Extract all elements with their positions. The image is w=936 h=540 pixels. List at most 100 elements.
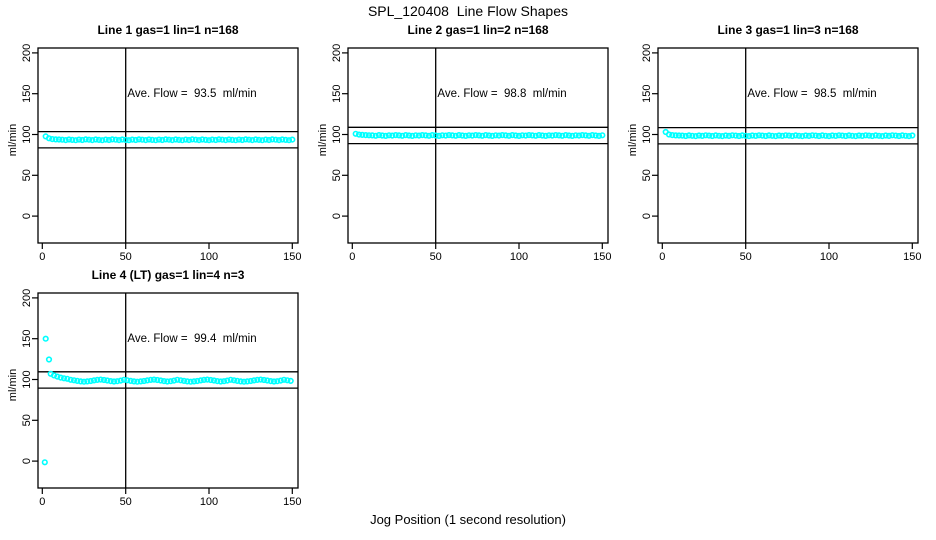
data-point xyxy=(822,132,829,139)
data-point xyxy=(842,132,849,140)
data-point xyxy=(252,136,259,143)
data-point xyxy=(154,376,161,384)
y-tick-label: 150 xyxy=(21,330,33,348)
data-point xyxy=(802,132,809,139)
data-point xyxy=(675,132,683,139)
data-point xyxy=(859,132,866,139)
data-point xyxy=(190,378,198,385)
y-tick-label: 0 xyxy=(21,458,33,464)
data-point xyxy=(104,377,111,384)
data-point xyxy=(715,132,723,139)
y-tick-label: 50 xyxy=(21,414,33,426)
y-tick-label: 100 xyxy=(331,125,343,143)
data-point xyxy=(725,132,733,139)
x-tick-label: 50 xyxy=(120,496,132,508)
data-point xyxy=(882,132,889,139)
data-point xyxy=(144,377,151,384)
data-point xyxy=(265,136,273,144)
data-point xyxy=(227,376,234,383)
data-point xyxy=(219,136,226,143)
data-point xyxy=(869,132,876,140)
data-point xyxy=(689,132,696,139)
data-point xyxy=(204,376,211,383)
data-point xyxy=(155,136,163,143)
data-point xyxy=(57,374,64,381)
data-point xyxy=(232,137,239,144)
data-point xyxy=(120,376,128,383)
data-point xyxy=(375,132,383,139)
data-point xyxy=(195,137,203,144)
data-point xyxy=(785,132,793,139)
data-point xyxy=(164,378,171,385)
data-point xyxy=(257,376,264,383)
data-point xyxy=(149,136,156,143)
data-point xyxy=(177,377,184,384)
y-tick-label: 50 xyxy=(21,169,33,181)
data-point xyxy=(282,136,289,143)
data-point xyxy=(289,136,296,143)
data-point xyxy=(260,376,268,384)
y-tick-label: 0 xyxy=(21,213,33,219)
data-point xyxy=(192,136,199,143)
data-point xyxy=(244,378,251,385)
data-point xyxy=(92,136,99,143)
data-point xyxy=(895,132,903,140)
data-point xyxy=(745,133,753,140)
y-tick-label: 200 xyxy=(641,44,653,62)
plot-box xyxy=(37,292,299,489)
data-point xyxy=(140,377,148,385)
data-point xyxy=(139,136,146,143)
panel-4-annotation: Ave. Flow = 99.4 ml/min xyxy=(127,333,257,345)
data-point xyxy=(455,132,463,139)
x-axis-label: Jog Position (1 second resolution) xyxy=(370,512,566,527)
data-point xyxy=(429,132,436,139)
data-point xyxy=(449,132,456,139)
data-point xyxy=(267,378,274,385)
data-point xyxy=(905,133,913,140)
data-point xyxy=(217,378,224,385)
x-tick-label: 150 xyxy=(283,251,301,263)
data-point xyxy=(702,132,709,139)
data-point xyxy=(114,378,121,385)
data-point xyxy=(284,377,291,384)
data-point xyxy=(285,137,293,144)
data-point xyxy=(70,377,78,384)
data-point xyxy=(545,132,553,139)
data-point xyxy=(99,137,106,144)
data-point xyxy=(222,137,229,144)
data-point xyxy=(592,132,599,139)
data-point xyxy=(485,132,493,139)
data-point xyxy=(765,132,773,139)
data-point xyxy=(365,132,373,139)
data-point xyxy=(782,132,789,139)
data-point xyxy=(682,132,689,140)
data-point xyxy=(62,137,69,144)
data-point xyxy=(892,132,899,139)
data-point xyxy=(552,132,559,139)
data-point xyxy=(102,136,109,143)
data-point xyxy=(162,136,169,143)
data-point xyxy=(392,132,399,139)
data-point xyxy=(109,136,116,143)
data-point xyxy=(762,132,769,140)
x-tick-label: 50 xyxy=(430,251,442,263)
data-point xyxy=(519,132,526,139)
data-point xyxy=(224,377,231,384)
panel-4-ylabel: ml/min xyxy=(7,368,19,401)
data-point xyxy=(909,132,916,139)
y-tick-label: 200 xyxy=(21,44,33,62)
data-point xyxy=(129,136,136,143)
data-point xyxy=(41,459,48,466)
data-point xyxy=(202,136,209,143)
data-point xyxy=(52,136,59,143)
data-point xyxy=(839,132,846,139)
data-point xyxy=(759,132,766,139)
data-point xyxy=(180,377,188,385)
data-point xyxy=(82,136,89,143)
data-point xyxy=(489,132,496,139)
y-tick-label: 50 xyxy=(331,169,343,181)
data-point xyxy=(699,132,706,139)
x-tick-label: 100 xyxy=(200,251,218,263)
data-point xyxy=(59,136,66,143)
data-point xyxy=(495,132,503,139)
